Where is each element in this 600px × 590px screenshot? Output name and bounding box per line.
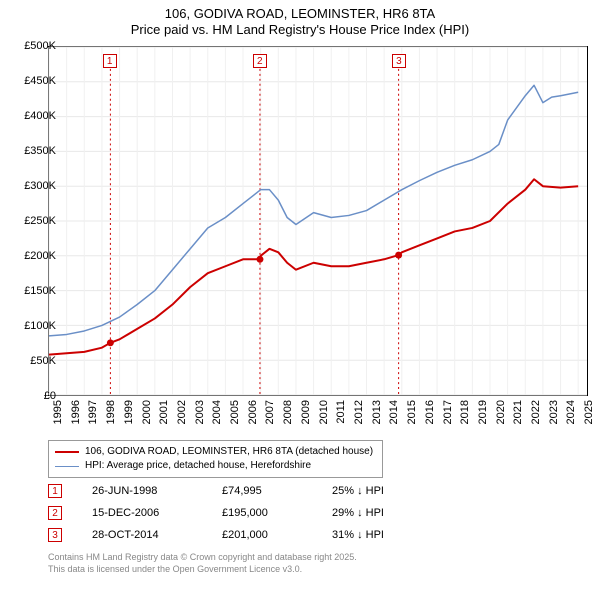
y-tick-label: £250K [24,215,56,227]
sale-row-marker: 2 [48,506,62,520]
x-tick-label: 2013 [371,400,383,424]
y-tick-label: £400K [24,110,56,122]
sale-row-marker: 3 [48,528,62,542]
legend-label: 106, GODIVA ROAD, LEOMINSTER, HR6 8TA (d… [85,445,373,459]
x-tick-label: 1998 [105,400,117,424]
sale-dot [256,256,263,263]
x-tick-label: 1996 [70,400,82,424]
sale-hpi-diff: 25% ↓ HPI [332,485,452,497]
y-tick-label: £350K [24,145,56,157]
x-tick-label: 1995 [52,400,64,424]
sale-marker-1: 1 [103,54,117,68]
x-tick-label: 2020 [495,400,507,424]
x-tick-label: 2023 [548,400,560,424]
y-tick-label: £50K [30,355,56,367]
x-tick-label: 2004 [211,400,223,424]
chart-svg [49,47,587,395]
footer-line2: This data is licensed under the Open Gov… [48,564,357,576]
sale-date: 15-DEC-2006 [92,507,222,519]
sale-hpi-diff: 29% ↓ HPI [332,507,452,519]
legend-item: HPI: Average price, detached house, Here… [55,459,376,473]
x-tick-label: 2018 [459,400,471,424]
x-tick-label: 1997 [87,400,99,424]
x-tick-label: 2011 [335,400,347,424]
title-address: 106, GODIVA ROAD, LEOMINSTER, HR6 8TA [0,6,600,22]
x-tick-label: 2000 [141,400,153,424]
y-tick-label: £200K [24,250,56,262]
x-tick-label: 2002 [176,400,188,424]
sale-marker-3: 3 [392,54,406,68]
title-block: 106, GODIVA ROAD, LEOMINSTER, HR6 8TA Pr… [0,0,600,39]
title-subtitle: Price paid vs. HM Land Registry's House … [0,22,600,38]
sale-price: £195,000 [222,507,332,519]
x-tick-label: 2015 [406,400,418,424]
x-tick-label: 2025 [583,400,595,424]
legend-label: HPI: Average price, detached house, Here… [85,459,311,473]
x-tick-label: 2014 [388,400,400,424]
legend-swatch [55,451,79,453]
x-tick-label: 2021 [512,400,524,424]
sale-row: 2 15-DEC-2006£195,00029% ↓ HPI [48,502,452,524]
x-tick-label: 2006 [247,400,259,424]
footer-line1: Contains HM Land Registry data © Crown c… [48,552,357,564]
x-tick-label: 2005 [229,400,241,424]
legend-swatch [55,466,79,467]
sale-hpi-diff: 31% ↓ HPI [332,529,452,541]
x-tick-label: 2003 [194,400,206,424]
sale-dot [395,252,402,259]
x-tick-label: 2001 [158,400,170,424]
x-tick-label: 2016 [424,400,436,424]
legend: 106, GODIVA ROAD, LEOMINSTER, HR6 8TA (d… [48,440,383,478]
x-tick-label: 2022 [530,400,542,424]
y-tick-label: £450K [24,75,56,87]
x-tick-label: 2017 [442,400,454,424]
x-tick-label: 2007 [264,400,276,424]
chart-container: 106, GODIVA ROAD, LEOMINSTER, HR6 8TA Pr… [0,0,600,590]
sale-row: 1 26-JUN-1998£74,99525% ↓ HPI [48,480,452,502]
sale-date: 28-OCT-2014 [92,529,222,541]
y-tick-label: £500K [24,40,56,52]
x-tick-label: 1999 [123,400,135,424]
sale-row: 3 28-OCT-2014£201,00031% ↓ HPI [48,524,452,546]
y-tick-label: £150K [24,285,56,297]
footer-attribution: Contains HM Land Registry data © Crown c… [48,552,357,575]
x-tick-label: 2024 [565,400,577,424]
sale-date: 26-JUN-1998 [92,485,222,497]
x-tick-label: 2012 [353,400,365,424]
sales-table: 1 26-JUN-1998£74,99525% ↓ HPI 2 15-DEC-2006… [48,480,452,546]
sale-row-marker: 1 [48,484,62,498]
sale-marker-2: 2 [253,54,267,68]
plot-area [48,46,588,396]
x-tick-label: 2008 [282,400,294,424]
y-tick-label: £300K [24,180,56,192]
legend-item: 106, GODIVA ROAD, LEOMINSTER, HR6 8TA (d… [55,445,376,459]
x-tick-label: 2019 [477,400,489,424]
sale-dot [107,339,114,346]
x-tick-label: 2010 [318,400,330,424]
x-tick-label: 2009 [300,400,312,424]
sale-price: £201,000 [222,529,332,541]
sale-price: £74,995 [222,485,332,497]
y-tick-label: £100K [24,320,56,332]
